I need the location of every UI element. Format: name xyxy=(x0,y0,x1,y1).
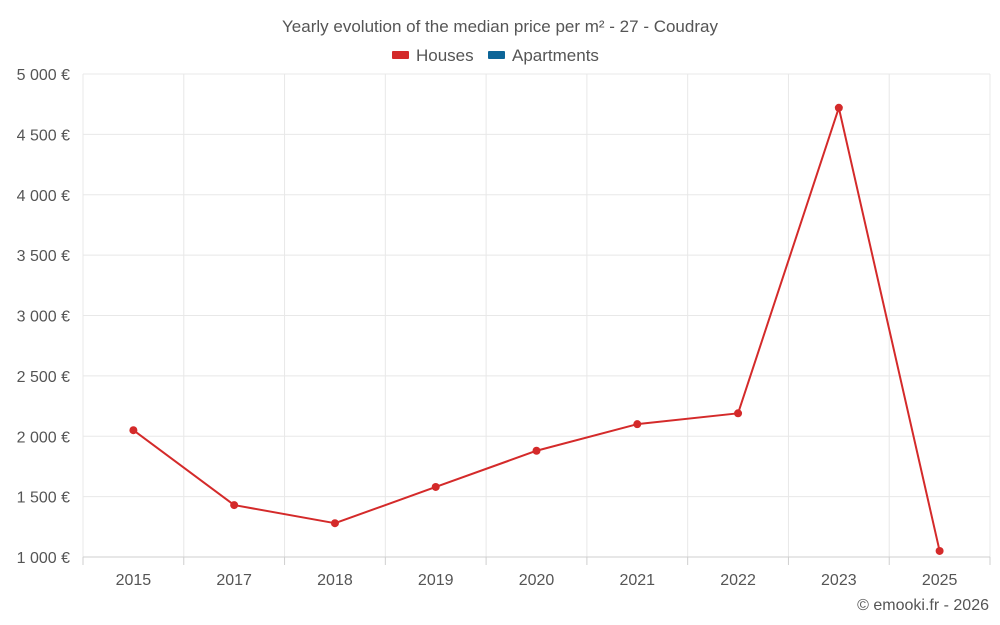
legend[interactable]: Houses Apartments xyxy=(392,46,599,65)
y-tick-label: 1 500 € xyxy=(17,490,70,507)
data-point-houses[interactable] xyxy=(935,546,944,555)
y-tick-label: 1 000 € xyxy=(17,550,70,567)
legend-swatch-houses xyxy=(392,51,409,59)
data-point-houses[interactable] xyxy=(330,519,339,528)
legend-item-apartments[interactable]: Apartments xyxy=(488,46,599,65)
x-tick-label: 2022 xyxy=(720,572,756,589)
data-point-houses[interactable] xyxy=(734,409,743,418)
y-tick-label: 2 500 € xyxy=(17,369,70,386)
x-tick-label: 2021 xyxy=(619,572,655,589)
data-point-houses[interactable] xyxy=(834,103,843,112)
y-tick-label: 3 000 € xyxy=(17,309,70,326)
x-tick-label: 2023 xyxy=(821,572,857,589)
data-point-houses[interactable] xyxy=(431,482,440,491)
data-point-houses[interactable] xyxy=(129,426,138,435)
credit: © emooki.fr - 2026 xyxy=(857,597,989,614)
legend-item-houses[interactable]: Houses xyxy=(392,46,474,65)
y-tick-label: 2 000 € xyxy=(17,429,70,446)
legend-label-houses[interactable]: Houses xyxy=(416,46,474,65)
chart-title: Yearly evolution of the median price per… xyxy=(282,17,718,36)
data-point-houses[interactable] xyxy=(633,420,642,429)
x-tick-label: 2025 xyxy=(922,572,958,589)
legend-label-apartments[interactable]: Apartments xyxy=(512,46,599,65)
x-axis: 2015 2017 2018 2019 2020 2021 2022 2023 2025 xyxy=(82,556,991,589)
series-line-houses xyxy=(132,106,941,552)
y-tick-label: 3 500 € xyxy=(17,248,70,265)
x-tick-label: 2017 xyxy=(216,572,252,589)
series-houses xyxy=(129,103,944,555)
legend-swatch-apartments xyxy=(488,51,505,59)
x-tick-label: 2015 xyxy=(116,572,152,589)
x-tick-label: 2018 xyxy=(317,572,353,589)
y-tick-label: 5 000 € xyxy=(17,67,70,84)
y-axis: 1 000 € 1 500 € 2 000 € 2 500 € 3 000 € 3 500… xyxy=(17,67,70,567)
y-tick-label: 4 000 € xyxy=(17,188,70,205)
y-tick-label: 4 500 € xyxy=(17,127,70,144)
grid xyxy=(82,73,991,558)
x-tick-label: 2020 xyxy=(519,572,555,589)
x-tick-label: 2019 xyxy=(418,572,454,589)
data-point-houses[interactable] xyxy=(230,501,239,510)
data-point-houses[interactable] xyxy=(532,446,541,455)
